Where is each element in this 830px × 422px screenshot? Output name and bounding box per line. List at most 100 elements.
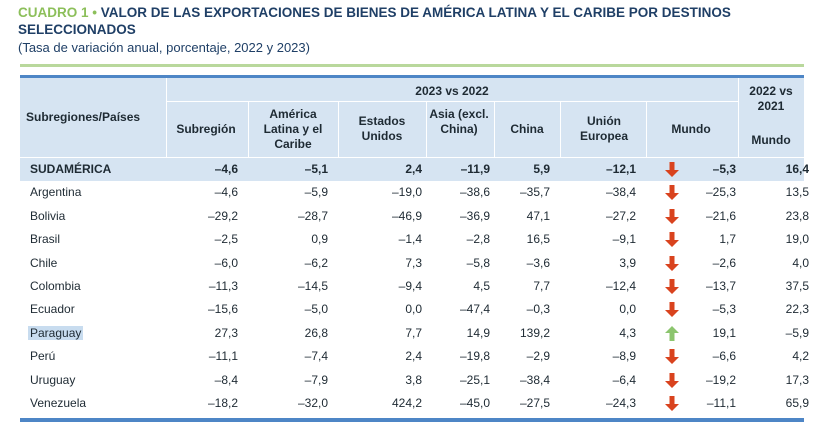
row-label-text: Perú <box>30 349 56 364</box>
table-cell: –5,3 <box>712 162 736 176</box>
table-cell: –11,3 <box>208 279 238 293</box>
table-row: Brasil –2,5 0,9 –1,4 –2,8 16,5 –9,1 1,7 19,0 <box>20 228 809 251</box>
table-row: Bolivia –29,2 –28,7 –46,9 –36,9 47,1 –27,2 –21,… <box>20 205 809 228</box>
table-cell: 4,3 <box>619 325 636 340</box>
header-group-2022: 2022 vs 2021 <box>749 84 793 113</box>
table-cell: –14,5 <box>297 279 328 293</box>
header-top-rule <box>20 75 804 78</box>
row-label: Uruguay <box>30 369 75 392</box>
header-col-subregion: Subregión <box>176 122 236 136</box>
table-cell: 23,8 <box>785 208 809 223</box>
table-cell: –12,4 <box>605 279 636 293</box>
table-cell: –6,6 <box>712 349 736 364</box>
table-cell: 14,9 <box>466 325 490 340</box>
header-col-usa: Estados Unidos <box>358 114 406 143</box>
trend-down-icon <box>665 372 679 388</box>
row-label: Brasil <box>30 228 60 251</box>
table-cell: –35,7 <box>519 185 550 200</box>
header-divider <box>248 101 249 157</box>
table-cell: –29,2 <box>207 208 238 223</box>
header-divider <box>426 101 427 157</box>
table-cell: –28,7 <box>297 208 328 223</box>
header-divider <box>494 101 495 157</box>
row-label-text: Uruguay <box>30 372 76 387</box>
table-cell: –6,0 <box>214 255 238 270</box>
table-cell: 4,2 <box>792 349 809 364</box>
table-cell: 47,1 <box>526 208 550 223</box>
table-cell: 19,1 <box>712 325 736 340</box>
table-subtitle: (Tasa de variación anual, porcentaje, 20… <box>18 40 310 55</box>
title-separator: • <box>88 5 101 20</box>
table-cell: –19,2 <box>705 372 736 387</box>
table-cell: –8,4 <box>214 372 238 387</box>
trend-down-icon <box>665 162 679 177</box>
table-cell: –12,1 <box>605 162 636 176</box>
title-rule <box>20 64 804 67</box>
table-row: Venezuela –18,2 –32,0 424,2 –45,0 –27,5 –24,3 –… <box>20 392 809 415</box>
table-cell: 0,9 <box>311 232 328 247</box>
header-divider <box>738 78 739 157</box>
table-row: Colombia –11,3 –14,5 –9,4 4,5 7,7 –12,4 –13,7 37… <box>20 275 809 298</box>
header-group-2023: 2023 vs 2022 <box>415 84 489 98</box>
table-cell: 7,7 <box>533 279 550 293</box>
header-divider <box>166 101 738 102</box>
header-divider <box>166 78 167 157</box>
table-cell: 19,0 <box>785 232 809 247</box>
table-cell: –38,4 <box>605 185 636 200</box>
table-cell: –8,9 <box>612 349 636 364</box>
trend-down-icon <box>665 279 679 294</box>
header-divider <box>338 101 339 157</box>
trend-down-icon <box>665 255 679 271</box>
table-cell: 0,0 <box>405 302 422 317</box>
row-label-text: SUDAMÉRICA <box>30 162 112 176</box>
table-cell: 27,3 <box>214 325 238 340</box>
header-col-world-2023: Mundo <box>671 122 711 136</box>
table-cell: –1,4 <box>398 232 422 247</box>
row-label-text: Chile <box>30 255 58 270</box>
header-col-world-2022: Mundo <box>751 133 791 147</box>
trend-down-icon <box>665 185 679 201</box>
table-cell: 7,7 <box>405 325 422 340</box>
table-row: Perú –11,1 –7,4 2,4 –19,8 –2,9 –8,9 –6,6 4,2 <box>20 345 809 368</box>
table-number: CUADRO 1 <box>18 5 89 20</box>
table-cell: 3,8 <box>405 372 422 387</box>
header-divider <box>560 101 561 157</box>
table-cell: –21,6 <box>705 208 736 223</box>
table-cell: –6,4 <box>612 372 636 387</box>
row-label-text: Venezuela <box>30 396 87 410</box>
row-label: Colombia <box>30 275 81 298</box>
table-title: CUADRO 1 • VALOR DE LAS EXPORTACIONES DE… <box>18 4 818 57</box>
row-label: SUDAMÉRICA <box>30 158 111 181</box>
row-label: Venezuela <box>30 392 86 415</box>
header-col-china: China <box>510 122 544 136</box>
row-label: Chile <box>30 252 57 275</box>
trend-down-icon <box>665 396 679 411</box>
table-cell: –25,3 <box>705 185 736 200</box>
table-header <box>20 78 804 157</box>
trend-down-icon <box>665 232 679 248</box>
table-cell: –4,6 <box>214 162 238 176</box>
table-cell: 4,5 <box>473 279 490 293</box>
table-cell: –45,0 <box>459 396 490 410</box>
table-cell: –24,3 <box>605 396 636 410</box>
table-cell: 16,5 <box>526 232 550 247</box>
row-label: Argentina <box>30 181 81 204</box>
table-row: Ecuador –15,6 –5,0 0,0 –47,4 –0,3 0,0 –5,3 22,3 <box>20 298 809 321</box>
title-line-1: CUADRO 1 • VALOR DE LAS EXPORTACIONES DE… <box>18 4 818 21</box>
table-cell: 65,9 <box>785 396 809 410</box>
table-cell: 0,0 <box>619 302 636 317</box>
table-cell: –11,9 <box>460 162 490 176</box>
table-cell: 139,2 <box>519 325 550 340</box>
table-cell: –11,1 <box>706 396 736 410</box>
table-cell: 16,4 <box>785 162 809 176</box>
table-cell: –47,4 <box>459 302 490 317</box>
table-cell: 424,2 <box>391 396 422 410</box>
table-cell: –38,6 <box>459 185 490 200</box>
row-label-text: Brasil <box>30 232 61 247</box>
table-row: Argentina –4,6 –5,9 –19,0 –38,6 –35,7 –38,4 –25… <box>20 181 809 204</box>
row-label: Perú <box>30 345 55 368</box>
table-cell: –2,8 <box>466 232 490 247</box>
table-cell: 17,3 <box>785 372 809 387</box>
table-bottom-rule <box>20 418 804 422</box>
table-cell: –2,6 <box>712 255 736 270</box>
